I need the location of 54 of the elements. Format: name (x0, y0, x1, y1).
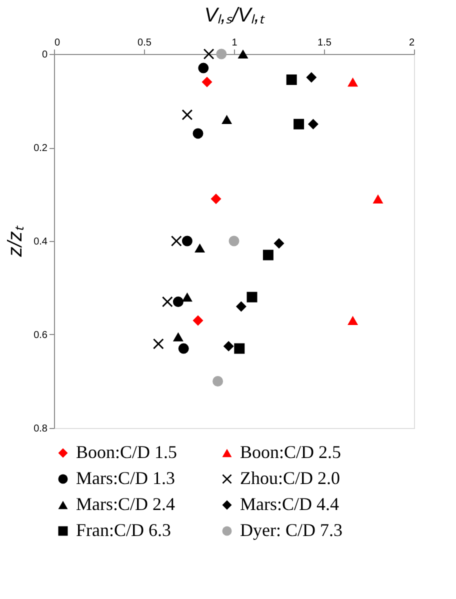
point (348, 316, 358, 326)
y-axis-title: z/zₜ (4, 225, 27, 258)
x-tick-label: 1 (232, 38, 238, 48)
x-tick-label: 1.5 (318, 38, 332, 48)
point (216, 48, 227, 60)
point (234, 343, 245, 354)
y-tick-label: 0.2 (34, 143, 48, 154)
point (222, 114, 232, 124)
legend-label: Boon:C/D 2.5 (240, 442, 342, 462)
point (153, 338, 164, 350)
point (228, 236, 240, 246)
legend-label: Zhou:C/D 2.0 (240, 468, 340, 488)
point (306, 72, 317, 83)
legend-label: Boon:C/D 1.5 (76, 442, 178, 462)
x-tick-label: 2 (408, 38, 415, 48)
point (212, 376, 224, 386)
point (236, 301, 246, 312)
legend-label: Mars:C/D 1.3 (76, 468, 175, 488)
point (223, 340, 234, 352)
point (172, 332, 184, 342)
point (308, 118, 318, 130)
point (274, 238, 284, 249)
point (202, 76, 212, 88)
point (372, 194, 384, 204)
point (182, 292, 192, 302)
x-tick-label: 0 (54, 38, 60, 48)
point (204, 48, 214, 60)
point (192, 315, 204, 326)
point (198, 62, 209, 74)
point (182, 236, 192, 246)
point (182, 110, 192, 120)
point (172, 296, 184, 308)
legend-label: Mars:C/D 2.4 (76, 494, 175, 514)
point (178, 343, 189, 354)
legend-label: Mars:C/D 4.4 (240, 494, 339, 514)
y-tick-label: 0.4 (34, 236, 48, 248)
point (348, 78, 358, 87)
y-tick-label: 0 (42, 50, 48, 60)
point (286, 74, 297, 85)
y-tick-label: 0.8 (34, 424, 48, 434)
point (171, 236, 182, 246)
point (192, 128, 204, 139)
x-tick-label: 0.5 (138, 38, 152, 48)
point (294, 118, 304, 130)
point (262, 250, 274, 260)
point (194, 243, 206, 253)
point (210, 194, 222, 204)
point (238, 49, 248, 59)
legend-label: Dyer: C/D 7.3 (240, 520, 342, 540)
point (162, 296, 173, 308)
x-axis-title: Vₗ,ₛ/Vₗ,ₜ (204, 4, 266, 26)
legend-label: Fran:C/D 6.3 (76, 520, 172, 540)
y-tick-label: 0.6 (34, 330, 48, 341)
point (246, 292, 258, 302)
